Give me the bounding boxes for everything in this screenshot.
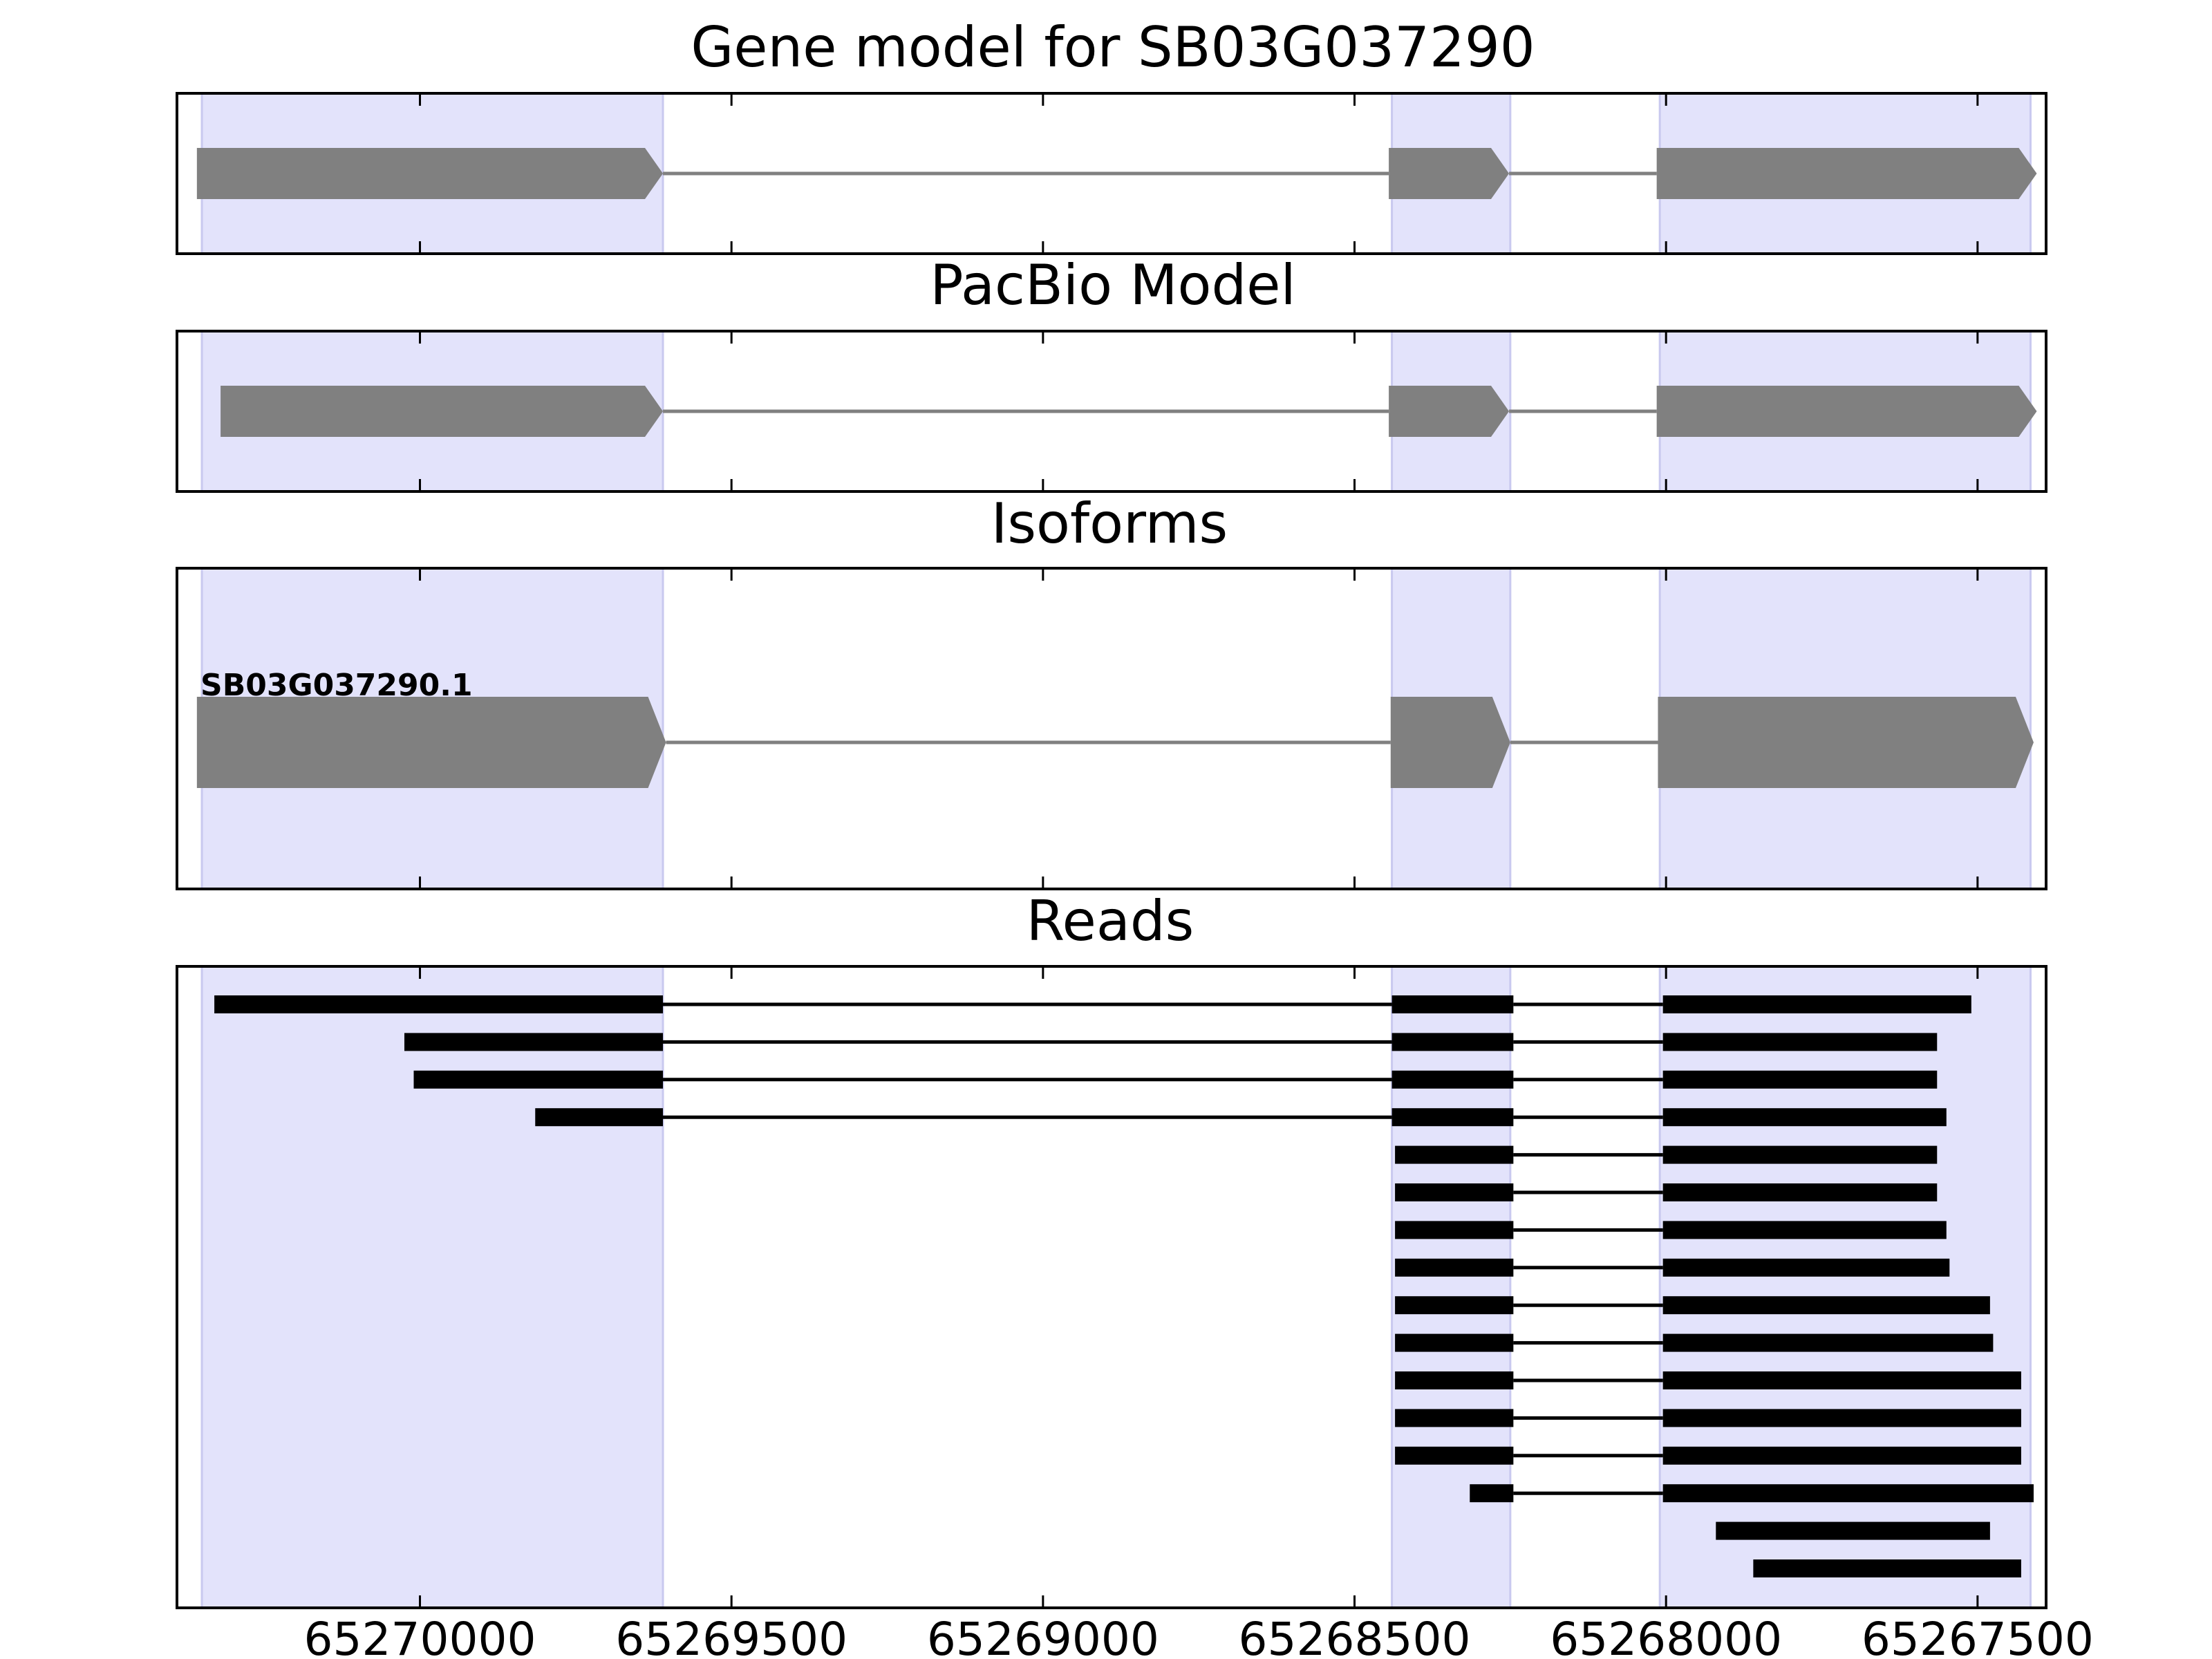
- exon-arrow: [1389, 148, 1510, 199]
- panel-title-isoforms: Isoforms: [991, 491, 1228, 556]
- exon-arrow: [196, 697, 666, 788]
- read-block: [1662, 1484, 2034, 1503]
- x-tick-label: 65268000: [1550, 1613, 1782, 1659]
- read-block: [413, 1070, 664, 1089]
- read-block: [404, 1033, 664, 1051]
- x-tick-label: 65267500: [1862, 1613, 2094, 1659]
- panel-pacbio-model: PacBio Model: [176, 253, 2047, 493]
- panel-reads: Reads: [176, 889, 2047, 1609]
- read-block: [1395, 1446, 1514, 1465]
- read-block: [1395, 1221, 1514, 1239]
- read-block: [1662, 1446, 2021, 1465]
- read-block: [1716, 1521, 1990, 1540]
- read-block: [1662, 1145, 1938, 1164]
- read-block: [1662, 1183, 1938, 1201]
- features-pacbio-model: [221, 386, 2037, 437]
- panel-frame-isoforms: [176, 567, 2047, 890]
- read-block: [1395, 1145, 1514, 1164]
- tick-marks-isoforms: [419, 568, 1979, 889]
- read-block: [1470, 1484, 1514, 1503]
- exon-arrow: [221, 386, 664, 437]
- read-block: [535, 1108, 664, 1127]
- read-block: [1662, 1070, 1938, 1089]
- panel-frame-reads: [176, 965, 2047, 1609]
- exon-arrow: [1656, 148, 2037, 199]
- panel-title-pacbio-model: PacBio Model: [930, 253, 1295, 317]
- exon-arrow: [1656, 386, 2037, 437]
- read-block: [1395, 1371, 1514, 1389]
- read-block: [1662, 1409, 2021, 1427]
- read-block: [1662, 1258, 1950, 1277]
- read-block: [1662, 1108, 1947, 1127]
- exon-regions-reads: [200, 965, 2032, 1609]
- panel-title-reads: Reads: [1027, 889, 1194, 953]
- x-axis-tick-labels: 65270000 65269500 65269000 65268500 6526…: [304, 1613, 2094, 1659]
- tick-marks-gene-model: [419, 93, 1979, 254]
- panel-frame-gene-model: [176, 92, 2047, 255]
- read-block: [1395, 1258, 1514, 1277]
- read-block: [1395, 1409, 1514, 1427]
- read-block: [1391, 1108, 1514, 1127]
- read-block: [1662, 1371, 2021, 1389]
- read-block: [1662, 1221, 1947, 1239]
- exon-arrow: [196, 148, 664, 199]
- read-block: [1395, 1333, 1514, 1352]
- exon-arrow: [1389, 386, 1510, 437]
- features-isoforms: [196, 697, 2034, 788]
- features-gene-model: [196, 148, 2037, 199]
- tick-marks-reads: [419, 966, 1979, 1608]
- exon-arrow: [1390, 697, 1510, 788]
- x-tick-label: 65270000: [304, 1613, 536, 1659]
- panel-isoforms: Isoforms SB03G037290.1: [176, 491, 2047, 890]
- exon-region-highlight: [1391, 965, 1512, 1609]
- read-block: [1391, 1033, 1514, 1051]
- reads-track: [214, 995, 2034, 1577]
- read-block: [1395, 1183, 1514, 1201]
- x-tick-label: 65268500: [1239, 1613, 1471, 1659]
- exon-arrow: [1658, 697, 2034, 788]
- read-block: [1391, 1070, 1514, 1089]
- exon-region-highlight: [200, 965, 664, 1609]
- read-block: [1395, 1296, 1514, 1315]
- exon-region-highlight: [1658, 965, 2032, 1609]
- read-block: [1662, 995, 1971, 1013]
- x-tick-label: 65269500: [615, 1613, 847, 1659]
- panel-frame-pacbio-model: [176, 330, 2047, 493]
- read-block: [1753, 1559, 2021, 1577]
- read-block: [1662, 1033, 1938, 1051]
- x-tick-label: 65269000: [927, 1613, 1159, 1659]
- read-block: [214, 995, 664, 1013]
- isoform-label: SB03G037290.1: [200, 668, 473, 703]
- panel-gene-model: Gene model for SB03G037290: [176, 15, 2047, 255]
- read-block: [1662, 1333, 1994, 1352]
- panel-title-gene-model: Gene model for SB03G037290: [691, 15, 1535, 79]
- read-block: [1662, 1296, 1990, 1315]
- read-block: [1391, 995, 1514, 1013]
- tick-marks-pacbio-model: [419, 331, 1979, 491]
